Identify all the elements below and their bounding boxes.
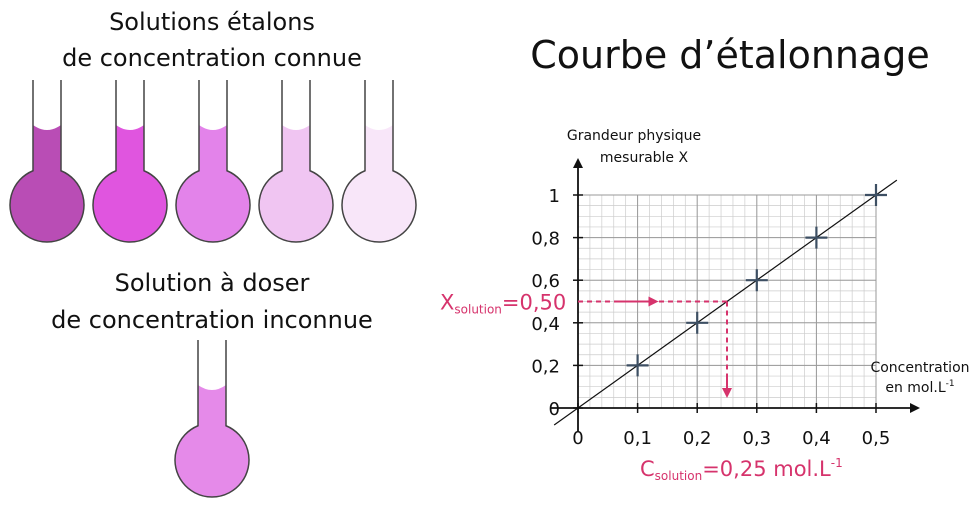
flask-outline <box>175 80 251 243</box>
flask <box>9 80 85 243</box>
flask <box>175 80 251 243</box>
flasks <box>9 80 417 498</box>
chart-title: Courbe d’étalonnage <box>530 33 930 77</box>
x-tick-label: 0,3 <box>742 428 771 449</box>
y-tick-label: 0,2 <box>531 356 560 377</box>
flask-liquid <box>174 385 249 497</box>
x-axis-label: en mol.L-1 <box>885 379 954 396</box>
standards-title: Solutions étalons <box>109 8 315 36</box>
x-tick-label: 0,5 <box>862 428 891 449</box>
x-axis-label: Concentration <box>870 360 969 376</box>
y-tick-label: 0,6 <box>531 271 560 292</box>
x-tick-label: 0,1 <box>623 428 652 449</box>
unknown-title: Solution à doser <box>115 269 310 297</box>
data-point <box>865 184 887 206</box>
y-tick-label: 0,8 <box>531 229 560 250</box>
flask-outline <box>92 80 168 243</box>
calibration-line <box>553 179 898 426</box>
x-tick-label: 0,4 <box>802 428 831 449</box>
annotation-main: X <box>440 291 454 315</box>
y-axis-label: mesurable X <box>600 150 689 166</box>
flask <box>341 80 417 243</box>
flask <box>92 80 168 243</box>
flask-liquid <box>176 125 250 242</box>
flask-liquid <box>93 125 167 242</box>
y-tick-label: 0,4 <box>531 314 560 335</box>
annotation-x-text: Csolution=0,25 mol.L-1 <box>640 456 843 483</box>
y-tick-label: 0 <box>549 399 560 420</box>
annotation-main: C <box>640 457 655 481</box>
data-point <box>626 354 649 377</box>
flask-outline <box>174 340 250 498</box>
standards-title: de concentration connue <box>62 44 362 72</box>
unknown-title: de concentration inconnue <box>51 306 373 334</box>
chart: 0 0,1 0,2 0,3 0,4 0,5 0 0,2 0,4 0,6 0,8 1 Grandeur p… <box>440 128 970 483</box>
annotation-sub: solution <box>454 303 502 317</box>
x-tick-label: 0,2 <box>683 428 712 449</box>
flask-liquid <box>259 125 334 242</box>
data-point <box>745 269 768 292</box>
flask <box>258 80 334 243</box>
annotation-sup: -1 <box>831 456 843 470</box>
y-axis-label: Grandeur physique <box>567 128 701 144</box>
annotation-sub: solution <box>655 469 703 483</box>
data-point <box>686 311 709 334</box>
x-axis-label-unit: en mol.L <box>885 380 945 396</box>
data-point <box>805 226 828 249</box>
flask <box>174 340 250 498</box>
annotation-y-text: Xsolution=0,50 <box>440 291 566 317</box>
flask-outline <box>341 80 417 243</box>
flask-liquid <box>342 125 417 242</box>
flask-outline <box>9 80 85 243</box>
flask-liquid <box>10 125 85 242</box>
y-tick-label: 1 <box>549 186 560 207</box>
annotation-rest: =0,25 mol.L <box>702 457 831 481</box>
flask-outline <box>258 80 334 243</box>
x-tick-label: 0 <box>572 428 583 449</box>
annotation-rest: =0,50 <box>502 291 566 315</box>
x-axis-label-sup: -1 <box>946 379 955 389</box>
